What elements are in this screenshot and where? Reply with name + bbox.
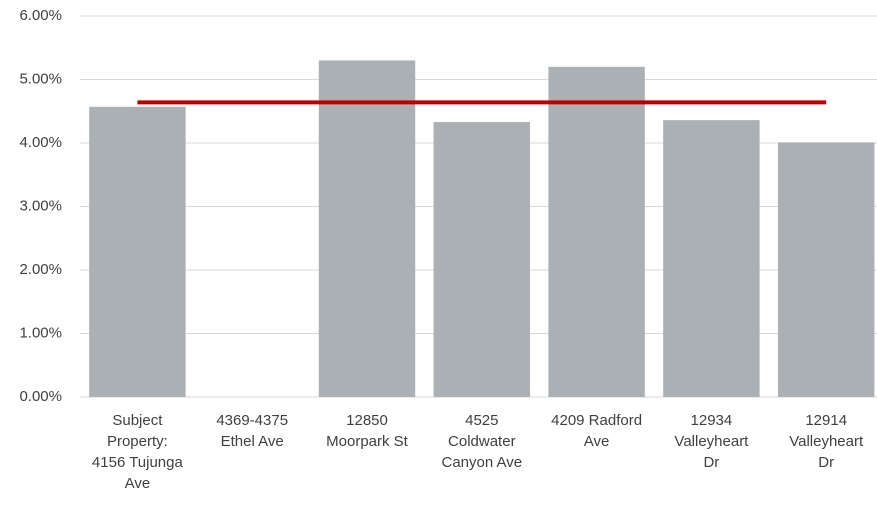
x-tick-label: 4369-4375 Ethel Ave <box>216 412 289 450</box>
y-tick-label: 2.00% <box>19 261 62 278</box>
x-tick-label: 12934 Valleyheart Dr <box>674 412 749 471</box>
x-tick-label: 12914 Valleyheart Dr <box>789 412 864 471</box>
bar <box>89 106 186 398</box>
bar <box>548 66 645 398</box>
bar <box>318 60 416 397</box>
y-tick-label: 1.00% <box>19 324 62 341</box>
y-tick-label: 4.00% <box>19 134 62 151</box>
y-tick-label: 0.00% <box>19 388 62 405</box>
y-tick-label: 6.00% <box>19 7 62 24</box>
x-tick-label: 4209 Radford Ave <box>551 412 643 450</box>
x-tick-label: 4525 Coldwater Canyon Ave <box>441 412 523 471</box>
y-tick-label: 5.00% <box>19 70 62 87</box>
bar <box>777 142 875 397</box>
bar <box>663 120 760 397</box>
x-tick-label: 12850 Moorpark St <box>326 412 408 450</box>
y-tick-label: 3.00% <box>19 197 62 214</box>
bar <box>433 122 531 398</box>
x-tick-label: Subject Property: 4156 Tujunga Ave <box>91 412 183 492</box>
